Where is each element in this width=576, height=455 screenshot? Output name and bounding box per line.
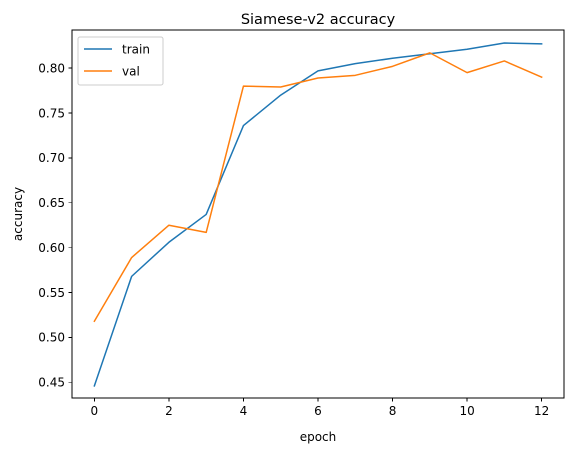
x-tick-label: 6: [314, 404, 322, 418]
y-tick-label: 0.75: [38, 106, 65, 120]
y-tick-label: 0.45: [38, 376, 65, 390]
legend-frame: [77, 36, 164, 86]
legend-label-val: val: [122, 64, 140, 78]
x-tick-label: 8: [389, 404, 397, 418]
x-tick-label: 0: [91, 404, 99, 418]
series-line-val: [93, 52, 543, 323]
legend-label-train: train: [122, 42, 150, 56]
x-tick-label: 10: [459, 404, 474, 418]
legend-entries: train val: [84, 42, 150, 78]
y-tick-label: 0.55: [38, 286, 65, 300]
y-axis-label: accuracy: [11, 187, 25, 241]
series-line-train: [93, 42, 543, 387]
x-tick-label: 2: [165, 404, 173, 418]
y-tick-label: 0.65: [38, 196, 65, 210]
chart-title: Siamese-v2 accuracy: [241, 12, 396, 28]
series-layer: [93, 42, 543, 387]
y-tick-label: 0.80: [38, 61, 65, 75]
x-tick-label: 4: [240, 404, 248, 418]
legend: train val: [77, 36, 164, 86]
y-tick-label: 0.70: [38, 151, 65, 165]
x-tick-label: 12: [534, 404, 549, 418]
y-tick-label: 0.50: [38, 331, 65, 345]
y-axis-ticks: 0.45 0.50 0.55 0.60 0.65 0.70 0.75 0.80: [38, 61, 72, 390]
y-tick-label: 0.60: [38, 241, 65, 255]
x-axis-ticks: 0 2 4 6 8 10 12: [91, 398, 549, 418]
x-axis-label: epoch: [300, 430, 337, 444]
